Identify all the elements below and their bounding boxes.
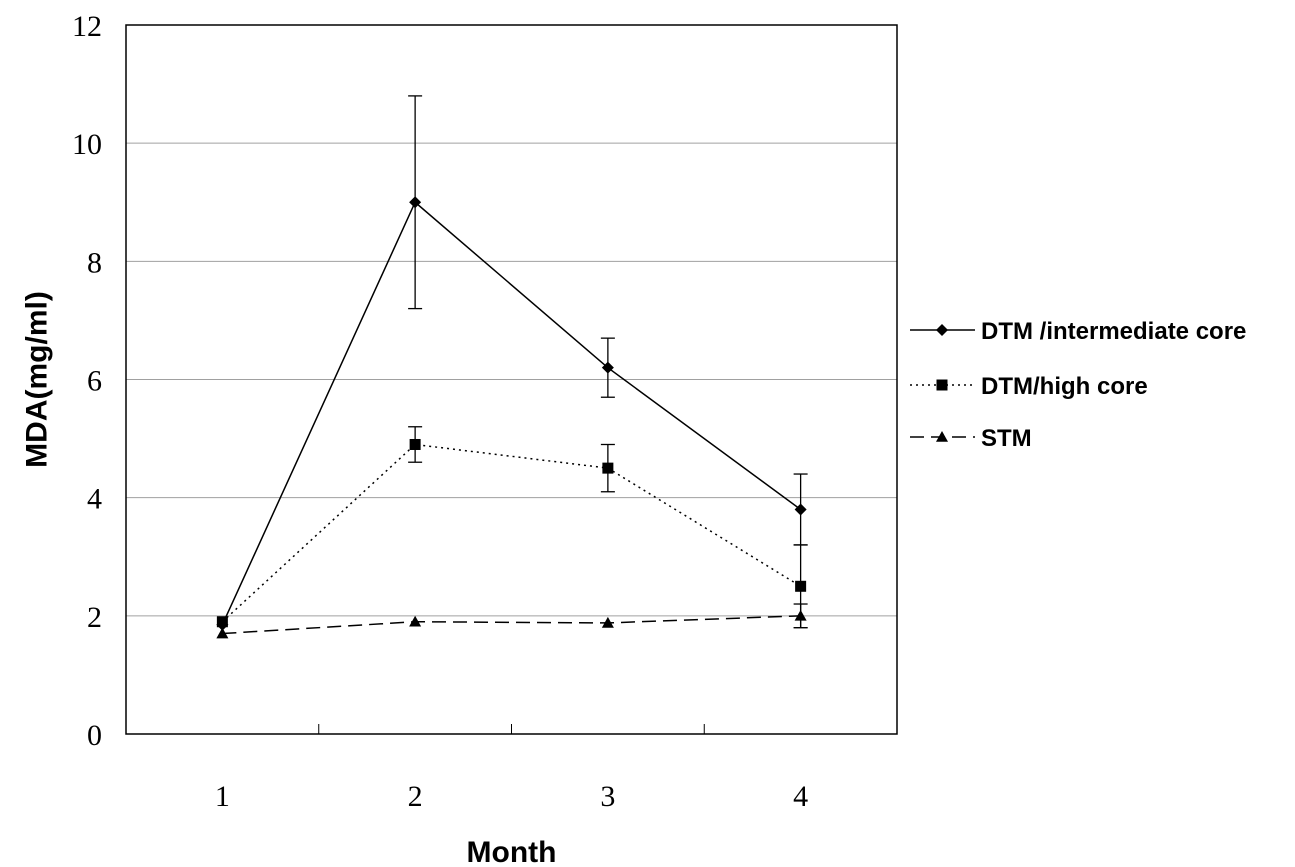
y-tick-label: 0: [87, 719, 102, 752]
y-tick-label: 4: [87, 483, 102, 516]
y-tick-label: 2: [87, 601, 102, 634]
x-axis-label: Month: [467, 836, 557, 867]
series-lines: [221, 201, 802, 635]
x-tick-label: 4: [793, 780, 808, 813]
y-axis-label: MDA(mg/ml): [21, 291, 54, 468]
data-point: [409, 438, 421, 450]
x-tick-label: 3: [600, 780, 615, 813]
x-ticks: 1 2 3 4: [215, 724, 808, 813]
y-ticks: 0 2 4 6 8 10 12: [72, 10, 102, 752]
data-point: [601, 361, 614, 374]
legend-label: DTM /intermediate core: [981, 318, 1246, 345]
legend-entry-1: DTM /intermediate core: [910, 318, 1246, 345]
legend-marker: [936, 379, 948, 391]
legend-entry-2: DTM/high core: [910, 373, 1148, 400]
legend-marker: [936, 431, 948, 442]
series-line-2: [221, 443, 802, 623]
y-tick-label: 10: [72, 128, 102, 161]
grid-lines: [126, 142, 897, 617]
data-point: [795, 580, 807, 592]
data-point: [602, 462, 614, 474]
x-tick-label: 1: [215, 780, 230, 813]
y-tick-label: 12: [72, 10, 102, 43]
data-point: [409, 196, 422, 209]
data-point: [409, 615, 422, 627]
legend-label: DTM/high core: [981, 373, 1148, 400]
series-line-1: [221, 201, 802, 626]
data-point: [216, 616, 228, 628]
data-point: [601, 616, 614, 628]
legend-marker: [936, 324, 948, 336]
y-tick-label: 8: [87, 246, 102, 279]
series-line-3: [222, 615, 801, 635]
legend-entry-3: STM: [910, 425, 1032, 452]
data-point: [794, 503, 807, 516]
series-markers: [216, 196, 807, 639]
y-tick-label: 6: [87, 365, 102, 398]
data-point: [794, 609, 807, 621]
data-point: [216, 627, 229, 639]
legend-label: STM: [981, 425, 1032, 452]
legend: DTM /intermediate core DTM/high core STM: [910, 318, 1246, 452]
x-tick-label: 2: [408, 780, 423, 813]
